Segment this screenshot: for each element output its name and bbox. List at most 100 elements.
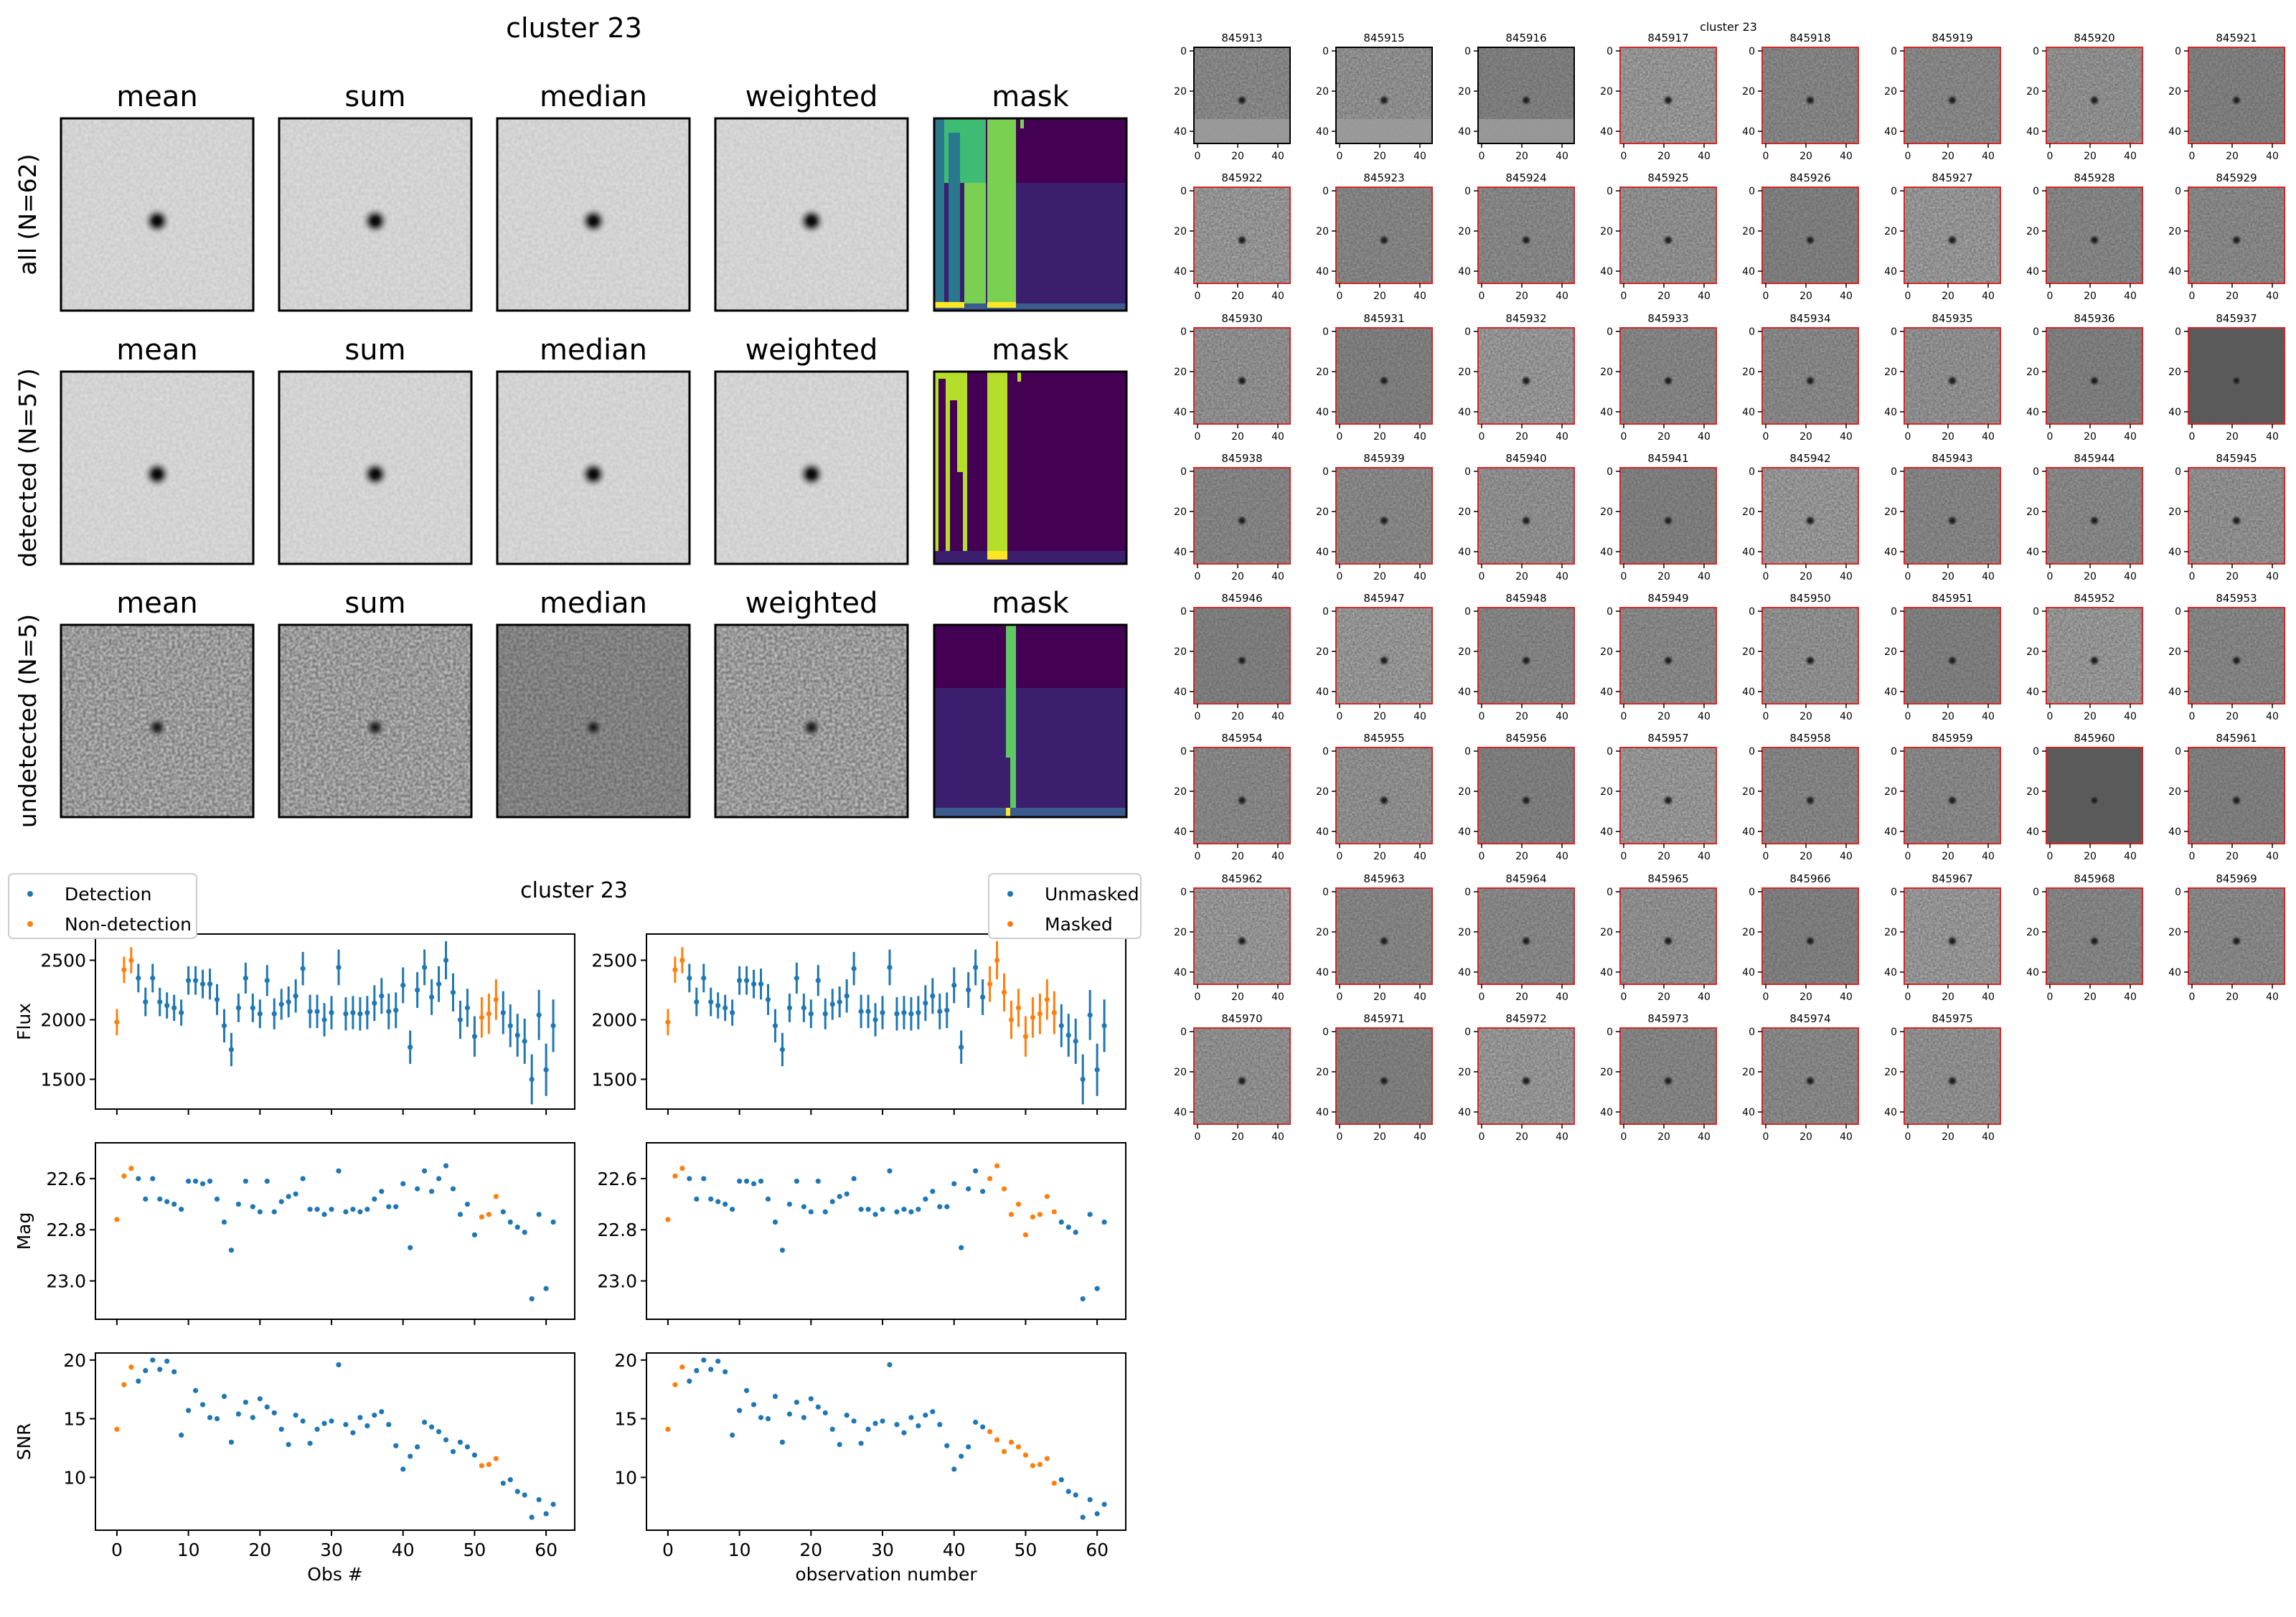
star-source: [1938, 225, 1967, 255]
x-tick-label: 20: [1942, 711, 1954, 722]
thumbnail-id: 845942: [1789, 452, 1830, 465]
cutout-thumbnail: 845955 0 20 40 0 20 40: [1316, 732, 1433, 862]
data-point: [808, 1396, 814, 1402]
y-tick-label: 40: [1884, 547, 1897, 558]
stack-image: [714, 623, 909, 819]
thumbnail-frame: [1477, 747, 1575, 844]
data-point: [143, 999, 149, 1005]
x-tick-label: 40: [1556, 571, 1568, 583]
x-tick-label: 0: [1479, 991, 1485, 1003]
y-tick-label: 20: [2026, 86, 2039, 98]
x-tick-label: 40: [1982, 1131, 1995, 1143]
data-point: [235, 1005, 242, 1011]
data-point: [372, 1000, 377, 1006]
x-tick-label: 20: [2084, 711, 2097, 722]
star-source: [1938, 646, 1967, 675]
data-point: [951, 1181, 957, 1187]
data-point: [364, 1207, 370, 1212]
stack-image: [496, 623, 691, 819]
stack-image: [496, 117, 691, 312]
y-tick-label: 20: [1884, 86, 1897, 98]
y-tick-label: 20: [1600, 927, 1613, 938]
data-point: [872, 1212, 878, 1217]
data-point: [479, 1014, 484, 1020]
y-tick-label: 20: [2168, 786, 2181, 798]
data-point: [293, 1191, 298, 1197]
lightcurve-panel-mag: 22.6 22.8 23.0 Mag: [14, 1142, 575, 1325]
y-tick-label: 20: [1458, 86, 1471, 98]
data-point: [264, 978, 270, 984]
y-tick-label: 0: [2033, 466, 2039, 478]
data-point: [408, 1045, 413, 1050]
x-tick-label: 20: [1799, 571, 1812, 583]
data-point: [443, 1437, 449, 1443]
cutout-thumbnail: 845973 0 20 40 0 20 40: [1600, 1012, 1717, 1143]
data-point: [500, 1480, 506, 1486]
y-tick-label: 40: [1174, 687, 1187, 698]
cutout-thumbnail: 845967 0 20 40 0 20 40: [1884, 872, 2001, 1003]
data-point: [436, 1428, 442, 1435]
data-point: [1101, 1023, 1107, 1029]
data-point: [1037, 1011, 1043, 1017]
data-point: [1087, 1012, 1093, 1018]
y-tick-label: 0: [1606, 606, 1613, 618]
thumbnail-id: 845956: [1505, 732, 1546, 745]
data-point: [751, 981, 757, 987]
star-source: [1796, 786, 1825, 815]
data-point: [829, 1426, 835, 1432]
star-source: [1654, 85, 1683, 115]
y-tick-label: 0: [1891, 46, 1897, 57]
x-tick-label: 40: [2124, 431, 2137, 443]
y-tick-label: 20: [1316, 86, 1329, 98]
cutout-thumbnail: 845937 0 20 40 0 20 40: [2168, 312, 2285, 443]
x-tick-label: 40: [1556, 711, 1568, 722]
x-tick-label: 0: [1905, 291, 1911, 302]
x-tick-label: 20: [1942, 151, 1954, 162]
x-tick-label: 0: [1905, 151, 1911, 162]
legend-marker: [1007, 921, 1013, 927]
data-point: [321, 1212, 327, 1217]
cutout-thumbnail: 845938 0 20 40 0 20 40: [1174, 452, 1291, 583]
data-point: [1087, 1496, 1093, 1503]
y-tick-label: 20: [2026, 646, 2039, 658]
data-point: [951, 1466, 957, 1472]
y-tick-label: 40: [1458, 1107, 1471, 1118]
x-tick-label: 0: [1337, 571, 1343, 583]
cutout-thumbnail: 845958 0 20 40 0 20 40: [1742, 732, 1859, 862]
x-tick-label: 0: [1195, 851, 1201, 862]
star-source: [1654, 646, 1683, 675]
data-point: [1044, 996, 1050, 1002]
x-tick-label: 0: [2047, 851, 2053, 862]
data-point: [329, 1009, 334, 1016]
data-point: [529, 1514, 535, 1520]
x-tick-label: 40: [1840, 291, 1853, 302]
y-tick-label: 40: [1316, 967, 1329, 979]
cutout-thumbnail: 845928 0 20 40 0 20 40: [2026, 171, 2143, 302]
y-tick-label: 20: [1316, 786, 1329, 798]
data-point: [779, 1047, 786, 1052]
x-tick-label: 0: [2047, 571, 2053, 583]
y-tick-label: 20: [1742, 927, 1755, 938]
data-point: [751, 1181, 757, 1187]
thumbnail-id: 845957: [1647, 732, 1688, 745]
y-tick-label: 22.8: [597, 1220, 637, 1240]
data-point: [1065, 1489, 1071, 1494]
star-source: [1228, 926, 1256, 956]
x-tick-label: 40: [2124, 571, 2137, 583]
data-point: [715, 1358, 721, 1364]
data-point: [372, 1196, 377, 1202]
data-point: [136, 1378, 141, 1384]
data-point: [314, 1207, 320, 1212]
y-tick-label: 0: [1606, 186, 1613, 197]
y-tick-label: 0: [1749, 887, 1755, 898]
thumbnail-frame: [1193, 327, 1291, 425]
y-tick-label: 40: [1458, 547, 1471, 558]
column-label: mask: [992, 334, 1069, 367]
star-source: [2080, 926, 2109, 956]
cutout-thumbnail: 845963 0 20 40 0 20 40: [1316, 872, 1433, 1003]
y-tick-label: 0: [2175, 606, 2181, 618]
data-point: [1044, 1456, 1050, 1461]
y-tick-label: 22.6: [46, 1169, 86, 1189]
data-point: [1001, 989, 1007, 995]
data-point: [786, 1005, 793, 1011]
